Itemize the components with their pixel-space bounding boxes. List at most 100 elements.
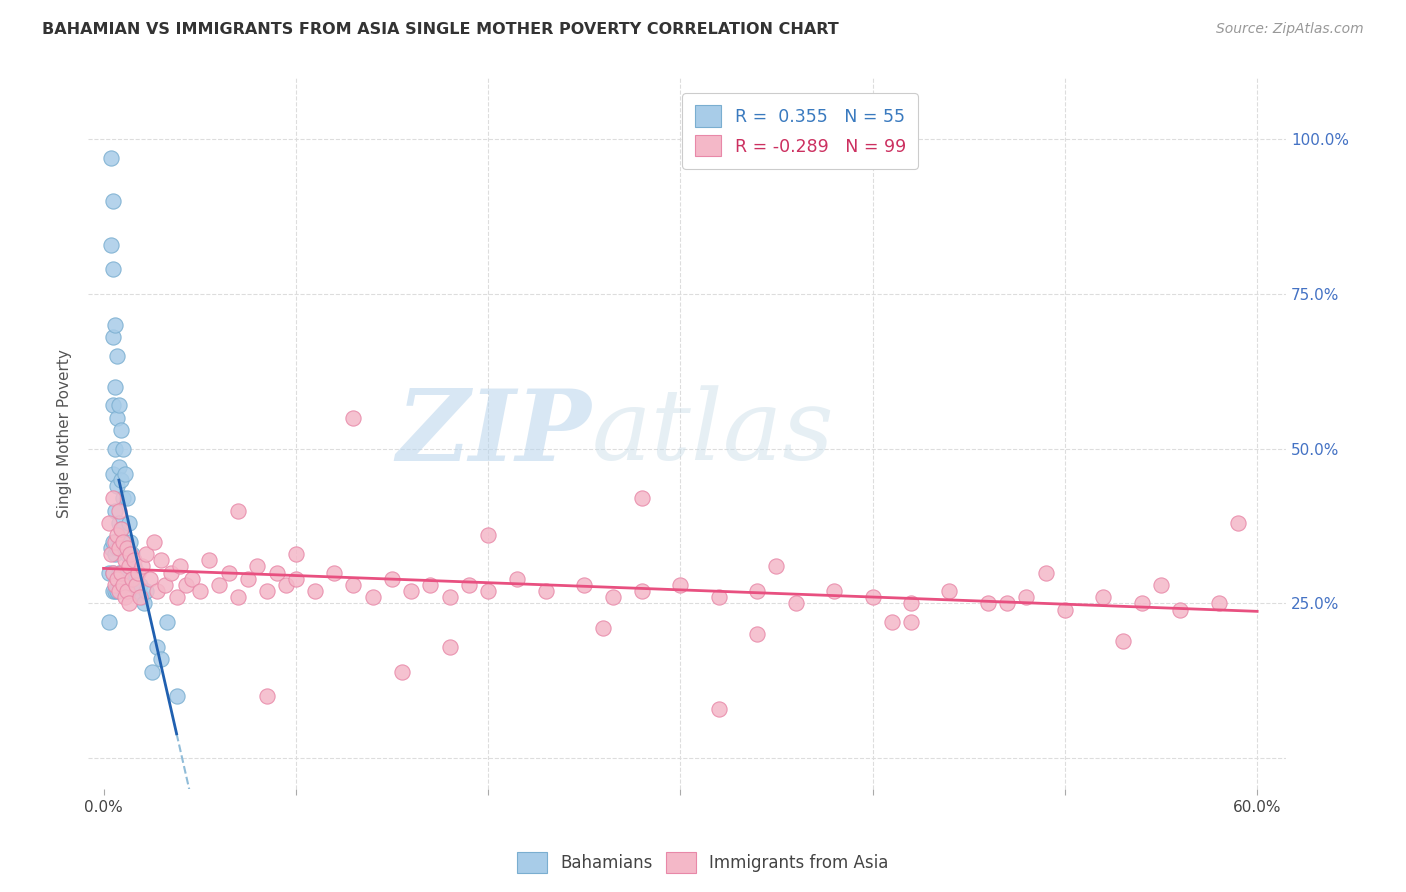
- Y-axis label: Single Mother Poverty: Single Mother Poverty: [58, 349, 72, 517]
- Point: [135, 547, 157, 561]
- Text: atlas: atlas: [592, 385, 834, 481]
- Point: [246, 559, 269, 574]
- Legend: Bahamians, Immigrants from Asia: Bahamians, Immigrants from Asia: [510, 846, 896, 880]
- Point: [111, 534, 134, 549]
- Point: [1092, 591, 1115, 605]
- Point: [439, 640, 461, 654]
- Point: [105, 528, 128, 542]
- Point: [138, 572, 160, 586]
- Point: [115, 547, 138, 561]
- Point: [142, 534, 165, 549]
- Point: [111, 578, 134, 592]
- Point: [174, 578, 197, 592]
- Point: [105, 584, 128, 599]
- Point: [101, 584, 124, 599]
- Point: [457, 578, 479, 592]
- Point: [104, 503, 127, 517]
- Point: [105, 572, 128, 586]
- Point: [131, 559, 153, 574]
- Point: [101, 566, 124, 580]
- Point: [108, 584, 131, 599]
- Point: [117, 597, 139, 611]
- Point: [747, 584, 769, 599]
- Point: [104, 380, 127, 394]
- Point: [208, 578, 231, 592]
- Point: [114, 467, 136, 481]
- Point: [111, 541, 134, 555]
- Point: [1053, 602, 1076, 616]
- Legend: R =  0.355   N = 55, R = -0.289   N = 99: R = 0.355 N = 55, R = -0.289 N = 99: [682, 94, 918, 169]
- Point: [127, 584, 149, 599]
- Point: [110, 566, 132, 580]
- Point: [938, 584, 960, 599]
- Point: [100, 237, 122, 252]
- Point: [104, 578, 127, 592]
- Point: [534, 584, 557, 599]
- Point: [115, 584, 138, 599]
- Point: [104, 442, 127, 456]
- Point: [101, 534, 124, 549]
- Point: [100, 541, 122, 555]
- Point: [342, 410, 364, 425]
- Point: [188, 584, 211, 599]
- Point: [117, 559, 139, 574]
- Point: [121, 578, 143, 592]
- Point: [105, 541, 128, 555]
- Point: [419, 578, 441, 592]
- Point: [276, 578, 298, 592]
- Point: [108, 541, 131, 555]
- Point: [236, 572, 259, 586]
- Point: [361, 591, 384, 605]
- Point: [98, 566, 121, 580]
- Point: [880, 615, 903, 629]
- Point: [256, 690, 278, 704]
- Point: [785, 597, 807, 611]
- Point: [765, 559, 787, 574]
- Point: [156, 615, 179, 629]
- Point: [129, 591, 152, 605]
- Point: [110, 473, 132, 487]
- Point: [101, 491, 124, 506]
- Point: [166, 591, 188, 605]
- Point: [101, 399, 124, 413]
- Point: [669, 578, 692, 592]
- Point: [101, 262, 124, 277]
- Point: [114, 534, 136, 549]
- Point: [256, 584, 278, 599]
- Point: [121, 572, 143, 586]
- Point: [125, 572, 148, 586]
- Point: [110, 566, 132, 580]
- Point: [129, 578, 152, 592]
- Point: [127, 566, 149, 580]
- Point: [150, 553, 173, 567]
- Point: [132, 597, 155, 611]
- Point: [108, 516, 131, 530]
- Point: [707, 591, 730, 605]
- Point: [120, 547, 142, 561]
- Point: [181, 572, 204, 586]
- Point: [900, 597, 922, 611]
- Point: [631, 491, 654, 506]
- Point: [342, 578, 364, 592]
- Point: [110, 522, 132, 536]
- Point: [124, 559, 146, 574]
- Point: [101, 467, 124, 481]
- Point: [111, 442, 134, 456]
- Point: [1226, 516, 1249, 530]
- Point: [121, 547, 143, 561]
- Point: [104, 584, 127, 599]
- Point: [862, 591, 884, 605]
- Point: [104, 318, 127, 332]
- Point: [439, 591, 461, 605]
- Point: [101, 566, 124, 580]
- Point: [120, 534, 142, 549]
- Point: [117, 516, 139, 530]
- Point: [218, 566, 240, 580]
- Point: [135, 584, 157, 599]
- Point: [98, 516, 121, 530]
- Point: [477, 584, 499, 599]
- Point: [141, 665, 163, 679]
- Point: [115, 541, 138, 555]
- Point: [153, 578, 176, 592]
- Point: [391, 665, 413, 679]
